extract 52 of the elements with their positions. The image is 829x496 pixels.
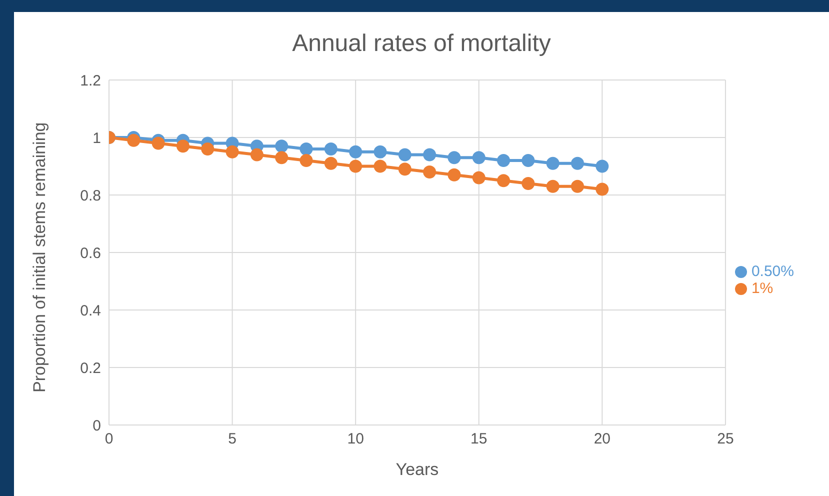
- y-tick-label: 0.2: [80, 360, 101, 377]
- point: [127, 134, 140, 147]
- legend-label: 0.50%: [751, 263, 794, 280]
- y-tick-label: 0.4: [80, 302, 101, 320]
- point: [596, 160, 609, 173]
- x-tick-label: 15: [470, 430, 488, 448]
- legend-label: 1%: [751, 280, 774, 297]
- point: [349, 160, 362, 173]
- point: [448, 151, 461, 164]
- point: [275, 151, 288, 164]
- point: [522, 154, 535, 167]
- point: [423, 166, 436, 178]
- point: [497, 174, 510, 188]
- chart-title: Annual rates of mortality: [291, 30, 552, 59]
- point: [349, 145, 362, 158]
- y-tick-label: 1: [92, 130, 101, 147]
- point: [571, 156, 584, 170]
- point: [250, 148, 264, 162]
- y-tick-label: 0: [92, 417, 101, 434]
- point: [571, 180, 584, 193]
- point: [300, 154, 313, 167]
- point: [374, 145, 387, 158]
- point: [226, 145, 239, 158]
- point: [596, 182, 609, 196]
- point: [152, 136, 165, 150]
- point: [448, 168, 461, 182]
- x-tick-label: 0: [104, 430, 114, 448]
- point: [324, 142, 338, 156]
- point: [398, 148, 412, 162]
- y-tick-label: 0.6: [80, 244, 101, 262]
- point: [522, 177, 535, 190]
- point: [472, 151, 486, 164]
- x-axis-title: Years: [396, 460, 439, 479]
- point: [201, 142, 214, 156]
- point: [176, 140, 190, 153]
- x-tick-label: 20: [594, 430, 611, 448]
- point: [423, 148, 436, 162]
- point: [472, 171, 486, 184]
- point: [546, 156, 560, 170]
- x-tick-label: 10: [347, 430, 364, 448]
- x-tick-label: 25: [717, 430, 734, 448]
- y-axis-title: Proportion of initial stems remaining: [30, 122, 50, 392]
- point: [324, 156, 338, 170]
- point: [497, 154, 510, 167]
- point: [275, 140, 288, 153]
- point: [546, 180, 560, 193]
- y-tick-label: 1.2: [80, 72, 101, 90]
- y-tick-label: 0.8: [80, 187, 101, 204]
- point: [374, 160, 387, 173]
- x-tick-label: 5: [228, 430, 236, 448]
- point: [300, 142, 313, 156]
- point: [398, 162, 412, 176]
